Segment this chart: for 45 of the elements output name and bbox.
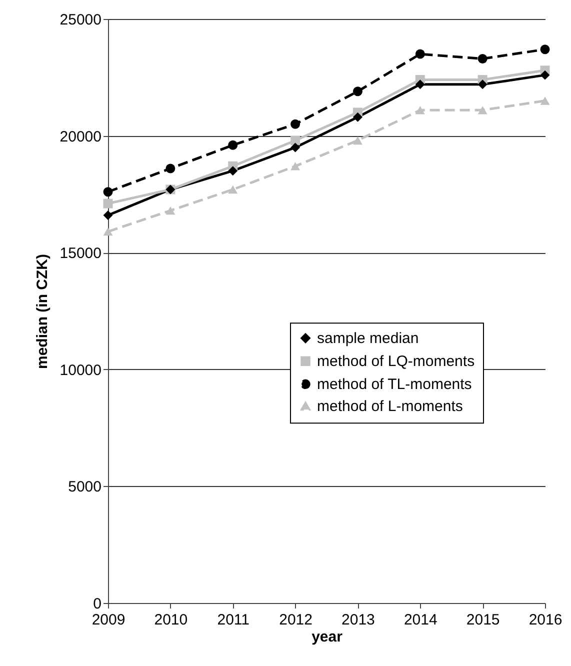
y-tick-label: 0	[93, 596, 102, 612]
legend-label: method of TL-moments	[317, 376, 472, 394]
x-tick-label: 2016	[528, 612, 562, 628]
point	[166, 206, 176, 215]
x-tick-label: 2014	[404, 612, 438, 628]
point	[228, 140, 238, 150]
point	[540, 96, 550, 105]
legend-label: sample median	[317, 330, 419, 348]
point	[352, 136, 362, 145]
x-tick-label: 2010	[154, 612, 188, 628]
point	[103, 210, 113, 220]
point	[478, 54, 488, 64]
point	[352, 112, 362, 122]
y-tick-label: 15000	[60, 245, 102, 262]
point	[290, 119, 300, 129]
point	[166, 164, 176, 174]
x-tick-label: 2015	[466, 612, 500, 628]
point	[478, 80, 488, 90]
y-tick-label: 20000	[60, 128, 102, 146]
point	[228, 185, 238, 194]
point	[228, 166, 238, 176]
point	[415, 49, 425, 59]
y-tick-label: 25000	[60, 12, 102, 28]
x-tick-label: 2012	[279, 612, 312, 628]
point	[352, 86, 362, 96]
y-tick-label: 10000	[60, 362, 102, 379]
point	[103, 227, 113, 236]
point	[290, 142, 300, 152]
x-tick-label: 2013	[342, 612, 375, 628]
y-axis-title: median (in CZK)	[34, 254, 51, 369]
x-tick-label: 2009	[92, 612, 126, 628]
point	[478, 106, 488, 114]
point	[540, 44, 550, 54]
y-tick-label: 5000	[68, 478, 102, 496]
point	[415, 106, 425, 114]
point	[290, 136, 300, 146]
legend-label: method of L-moments	[317, 398, 463, 416]
point	[540, 70, 550, 80]
legend-label: method of LQ-moments	[317, 353, 475, 370]
x-tick-label: 2011	[217, 612, 250, 628]
x-axis-title: year	[312, 628, 343, 646]
point	[415, 80, 425, 90]
point	[103, 187, 113, 197]
point	[290, 162, 300, 170]
point	[103, 198, 113, 208]
